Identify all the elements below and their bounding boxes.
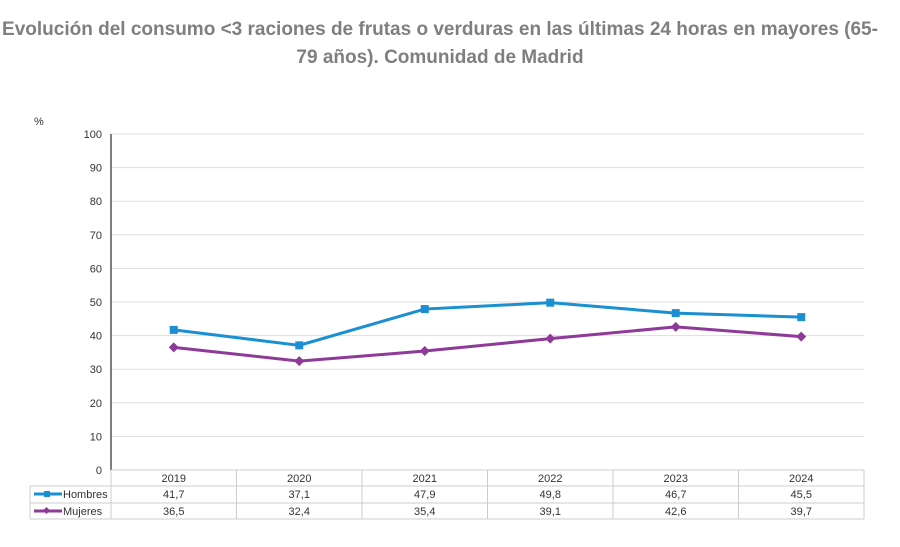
data-point xyxy=(420,305,429,314)
y-tick-label: 50 xyxy=(90,297,102,309)
x-tick-label: 2021 xyxy=(413,473,437,485)
x-tick-label: 2023 xyxy=(664,473,688,485)
x-tick-label: 2020 xyxy=(287,473,311,485)
data-point xyxy=(670,321,681,332)
data-table-cell: 47,9 xyxy=(414,489,435,501)
y-tick-label: 100 xyxy=(84,129,102,141)
data-point xyxy=(546,298,555,307)
data-point xyxy=(545,333,556,344)
y-axis-label: % xyxy=(34,116,44,128)
data-table-cell: 41,7 xyxy=(163,489,184,501)
y-tick-label: 10 xyxy=(90,431,102,443)
legend-marker xyxy=(42,506,51,515)
series-line-hombres xyxy=(173,301,802,347)
data-point xyxy=(295,341,304,350)
data-point xyxy=(294,356,305,367)
data-point xyxy=(797,313,806,322)
data-table-cell: 42,6 xyxy=(665,506,686,518)
y-tick-label: 20 xyxy=(90,398,102,410)
data-table-cell: 32,4 xyxy=(289,506,310,518)
data-point xyxy=(169,325,178,334)
series-line-mujeres xyxy=(173,325,802,363)
data-point xyxy=(671,309,680,318)
data-table-cell: 36,5 xyxy=(163,506,184,518)
legend-marker xyxy=(44,491,50,497)
data-table-cell: 49,8 xyxy=(540,489,561,501)
data-table-cell: 46,7 xyxy=(665,489,686,501)
data-point xyxy=(168,342,179,353)
data-table-cell: 39,1 xyxy=(540,506,561,518)
data-table-cell: 45,5 xyxy=(791,489,812,501)
y-tick-label: 60 xyxy=(90,263,102,275)
y-tick-label: 70 xyxy=(90,230,102,242)
legend-label: Mujeres xyxy=(63,506,103,518)
y-tick-label: 80 xyxy=(90,196,102,208)
y-tick-label: 30 xyxy=(90,364,102,376)
data-point xyxy=(796,331,807,342)
data-point xyxy=(419,346,430,357)
x-tick-label: 2019 xyxy=(162,473,186,485)
x-tick-label: 2024 xyxy=(789,473,813,485)
y-tick-label: 0 xyxy=(96,465,102,477)
chart-title: Evolución del consumo <3 raciones de fru… xyxy=(2,19,878,68)
y-tick-label: 90 xyxy=(90,163,102,175)
data-table-cell: 35,4 xyxy=(414,506,435,518)
data-table-cell: 39,7 xyxy=(791,506,812,518)
data-table-cell: 37,1 xyxy=(289,489,310,501)
legend-label: Hombres xyxy=(63,489,108,501)
x-tick-label: 2022 xyxy=(538,473,562,485)
y-tick-label: 40 xyxy=(90,331,102,343)
